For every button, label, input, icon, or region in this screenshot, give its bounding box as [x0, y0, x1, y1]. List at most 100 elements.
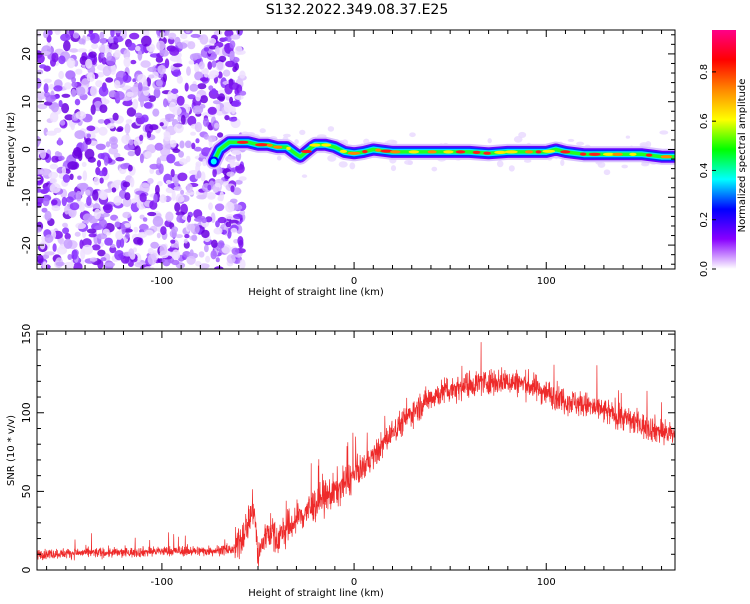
signal-peak [612, 152, 623, 156]
halo-speckle [518, 131, 527, 138]
noise-speckle [218, 55, 227, 63]
signal-peak [347, 151, 361, 155]
noise-speckle [124, 123, 131, 134]
noise-speckle [71, 249, 78, 260]
noise-speckle [65, 196, 74, 203]
noise-speckle [88, 30, 94, 34]
noise-speckle [127, 42, 137, 51]
noise-speckle [75, 190, 82, 202]
noise-speckle [69, 48, 79, 53]
noise-speckle [233, 239, 239, 244]
noise-speckle [194, 63, 200, 73]
noise-speckle [230, 185, 235, 193]
signal-peak [443, 150, 454, 154]
noise-speckle [102, 65, 112, 77]
noise-speckle [124, 192, 131, 201]
noise-speckle [185, 30, 191, 34]
noise-speckle [225, 221, 232, 228]
noise-speckle [201, 229, 210, 239]
noise-speckle [208, 85, 214, 91]
noise-speckle [176, 95, 185, 106]
halo-speckle [567, 138, 575, 142]
noise-speckle [75, 222, 87, 229]
noise-speckle [187, 41, 196, 50]
halo-speckle [576, 141, 585, 146]
noise-speckle [172, 148, 181, 153]
noise-speckle [101, 97, 107, 103]
noise-speckle [163, 132, 171, 142]
noise-speckle [196, 194, 207, 200]
signal-peak [455, 150, 466, 154]
noise-speckle [207, 106, 217, 115]
noise-speckle [168, 32, 177, 40]
noise-speckle [137, 49, 143, 61]
halo-speckle [276, 155, 282, 161]
halo-speckle [431, 166, 438, 172]
noise-speckle [155, 79, 163, 87]
spectrogram-y-tick-label: -20 [20, 236, 33, 254]
noise-speckle [146, 144, 157, 154]
noise-speckle [231, 149, 242, 155]
noise-speckle [180, 33, 188, 40]
noise-speckle [81, 161, 87, 167]
noise-speckle [158, 163, 164, 175]
noise-speckle [198, 251, 205, 258]
spectrogram-x-tick-label: 0 [351, 276, 357, 287]
noise-speckle [159, 122, 164, 127]
noise-speckle [132, 98, 139, 110]
noise-speckle [97, 153, 105, 159]
noise-speckle [197, 83, 207, 90]
noise-speckle [174, 180, 179, 187]
noise-speckle [37, 103, 48, 110]
halo-speckle [327, 126, 335, 132]
noise-speckle [203, 69, 209, 78]
noise-speckle [217, 132, 224, 138]
spectrogram-plot-area [37, 30, 675, 269]
noise-speckle [217, 89, 226, 95]
noise-speckle [130, 59, 137, 65]
signal-peak [504, 150, 518, 154]
noise-speckle [100, 257, 107, 262]
noise-speckle [58, 55, 66, 65]
noise-speckle [116, 238, 121, 249]
noise-speckle [195, 93, 201, 102]
halo-speckle [487, 138, 492, 144]
noise-speckle [169, 47, 180, 56]
noise-speckle [95, 143, 106, 150]
colorbar-gradient [712, 30, 736, 269]
noise-speckle [150, 241, 159, 249]
noise-speckle [42, 254, 50, 259]
noise-speckle [226, 171, 235, 177]
noise-speckle [211, 88, 217, 95]
signal-peak [408, 150, 420, 154]
noise-speckle [66, 57, 76, 69]
noise-speckle [63, 261, 75, 269]
noise-speckle [215, 220, 220, 228]
noise-speckle [126, 107, 137, 117]
noise-speckle [205, 216, 213, 223]
noise-speckle [64, 233, 71, 240]
noise-speckle [239, 209, 246, 216]
signal-peak [602, 152, 615, 156]
noise-speckle [47, 30, 53, 36]
noise-speckle [127, 164, 133, 172]
noise-speckle [90, 32, 100, 44]
spectrogram-x-tick-label: 100 [537, 276, 556, 287]
noise-speckle [103, 155, 109, 166]
signal-peak [309, 143, 321, 147]
noise-speckle [230, 198, 238, 204]
noise-speckle [178, 150, 185, 158]
noise-speckle [58, 70, 65, 80]
noise-speckle [80, 248, 86, 260]
noise-speckle [154, 142, 164, 151]
noise-speckle [53, 85, 63, 92]
noise-speckle [43, 30, 49, 39]
noise-speckle [82, 238, 92, 248]
noise-speckle [128, 139, 134, 146]
noise-speckle [175, 234, 183, 239]
noise-speckle [113, 152, 121, 159]
noise-speckle [214, 203, 225, 212]
halo-speckle [283, 133, 291, 138]
halo-speckle [603, 169, 611, 176]
noise-speckle [141, 35, 152, 47]
